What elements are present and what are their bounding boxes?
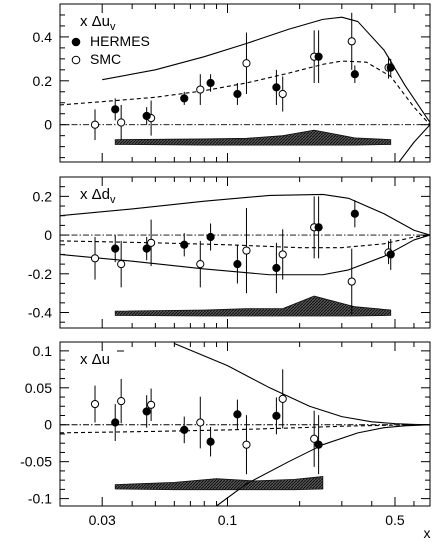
panel-label-main: x Δd: [80, 186, 110, 203]
panel-label-subscript: v: [110, 21, 116, 33]
hermes-point: [111, 244, 120, 253]
x-tick-label: 0.1: [218, 512, 238, 528]
smc-point: [278, 250, 287, 259]
smc-point: [147, 238, 156, 247]
panel-label-subscript: v: [110, 194, 116, 206]
panel-frame: [59, 3, 431, 163]
hermes-point: [233, 410, 242, 419]
y-tick-label: 0.1: [33, 343, 53, 359]
y-tick-label: 0: [44, 117, 52, 133]
hermes-point: [272, 83, 281, 92]
smc-point: [117, 260, 126, 269]
smc-point: [278, 89, 287, 99]
legend-label-hermes: HERMES: [90, 33, 150, 49]
smc-point: [347, 37, 356, 46]
smc-point: [347, 277, 356, 286]
systematic-error-band: [114, 476, 324, 491]
x-axis-label: x: [424, 525, 431, 541]
hermes-point: [142, 407, 151, 416]
curve-solid: [174, 342, 430, 426]
smc-point: [196, 85, 205, 94]
y-tick-label: -0.4: [28, 305, 52, 321]
x-tick-label: 0.03: [89, 512, 116, 528]
smc-point: [90, 254, 100, 263]
systematic-error-band: [114, 295, 392, 317]
hermes-point: [386, 250, 395, 259]
y-tick-label: 0.4: [33, 29, 53, 45]
curve-dashed: [60, 424, 430, 434]
panel-label: x Δdv: [80, 186, 116, 206]
smc-point: [196, 418, 205, 427]
smc-point: [278, 394, 287, 403]
hermes-point: [206, 437, 215, 446]
x-tick-label: 0.5: [385, 512, 405, 528]
panel-label-main: x Δu: [80, 351, 110, 368]
curve-dashed: [60, 60, 430, 126]
y-tick-label: 0.2: [33, 73, 53, 89]
hermes-point: [314, 440, 323, 449]
hermes-point: [180, 425, 189, 435]
smc-point: [242, 59, 251, 68]
smc-point: [196, 260, 205, 269]
plot-area: [60, 12, 430, 162]
y-tick-label: 0.05: [25, 380, 52, 396]
panel-label: x Δuv: [80, 13, 116, 33]
plot-area: [60, 342, 430, 506]
smc-point: [117, 118, 126, 127]
panel-frame: [59, 341, 431, 507]
hermes-point: [350, 70, 359, 79]
hermes-point: [233, 260, 242, 269]
legend-marker-smc: [71, 55, 81, 65]
curve-solid: [60, 234, 430, 276]
smc-point: [90, 120, 100, 129]
curve-solid: [398, 124, 430, 162]
hermes-point: [233, 89, 242, 99]
hermes-point: [314, 223, 323, 232]
y-tick-label: 0: [44, 417, 52, 433]
y-tick-label: -0.2: [28, 266, 52, 282]
curve-solid: [60, 193, 430, 236]
hermes-point: [142, 244, 151, 253]
smc-point: [242, 440, 251, 449]
hermes-point: [206, 78, 215, 88]
hermes-point: [111, 105, 120, 114]
hermes-point: [314, 52, 323, 61]
smc-point: [90, 399, 100, 409]
hermes-point: [272, 263, 281, 273]
legend-marker-hermes: [71, 37, 81, 47]
panel-label: x Δu: [80, 351, 110, 368]
panel-dubar: 0.1 0.05 0 -0.05 -0.1 x Δu 0.03 0.1 0.5: [20, 341, 431, 528]
hermes-point: [180, 240, 189, 249]
y-tick-label: 0.2: [33, 188, 53, 204]
hermes-point: [272, 411, 281, 420]
panel-frame: [59, 176, 431, 329]
panel-dd: 0.2 0 -0.2 -0.4 x Δdv: [28, 176, 431, 329]
smc-point: [147, 400, 156, 409]
smc-point: [310, 434, 319, 443]
y-tick-label: -0.05: [20, 454, 52, 470]
panel-label-main: x Δu: [80, 13, 110, 30]
hermes-point: [350, 209, 359, 218]
hermes-point: [142, 111, 151, 121]
smc-point: [117, 396, 126, 406]
hermes-point: [180, 94, 189, 103]
hermes-point: [206, 232, 215, 242]
curve-solid: [216, 424, 430, 506]
curve-dashed: [60, 234, 430, 249]
y-tick-label: 0: [44, 227, 52, 243]
systematic-error-band: [114, 129, 392, 146]
legend-label-smc: SMC: [90, 51, 121, 67]
plot-area: [60, 193, 430, 317]
y-tick-label: -0.1: [28, 491, 52, 507]
hermes-point: [386, 63, 395, 72]
hermes-point: [111, 418, 120, 427]
smc-point: [242, 246, 251, 255]
